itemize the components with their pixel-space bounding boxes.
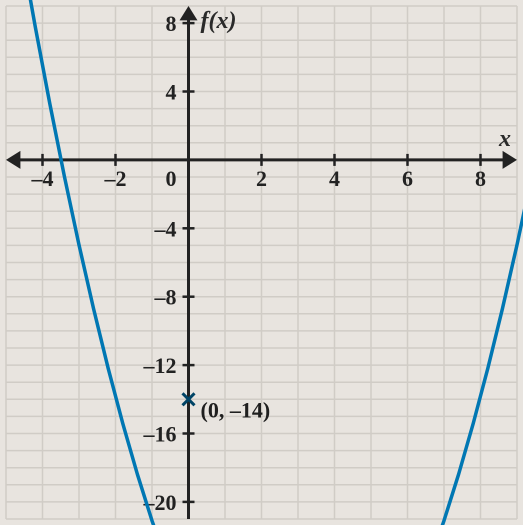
origin-label: 0 (166, 166, 177, 191)
y-axis-label: f(x) (201, 8, 237, 34)
x-tick-label: 8 (475, 166, 486, 191)
y-tick-label: –8 (154, 285, 177, 310)
x-tick-label: 2 (256, 166, 267, 191)
y-tick-label: –12 (143, 353, 177, 378)
x-tick-label: 4 (329, 166, 340, 191)
x-tick-label: 6 (402, 166, 413, 191)
y-tick-label: 8 (166, 11, 177, 36)
x-axis-label: x (498, 126, 511, 152)
parabola-chart: –4–22468048–4–8–12–16–20xf(x)(0, –14) (0, 0, 523, 525)
x-tick-label: –2 (104, 166, 127, 191)
y-tick-label: –4 (154, 216, 177, 241)
y-tick-label: –16 (143, 422, 177, 447)
chart-container: –4–22468048–4–8–12–16–20xf(x)(0, –14) (0, 0, 523, 525)
y-tick-label: 4 (166, 80, 177, 105)
x-tick-label: –4 (31, 166, 54, 191)
vertex-annotation: (0, –14) (201, 397, 271, 422)
